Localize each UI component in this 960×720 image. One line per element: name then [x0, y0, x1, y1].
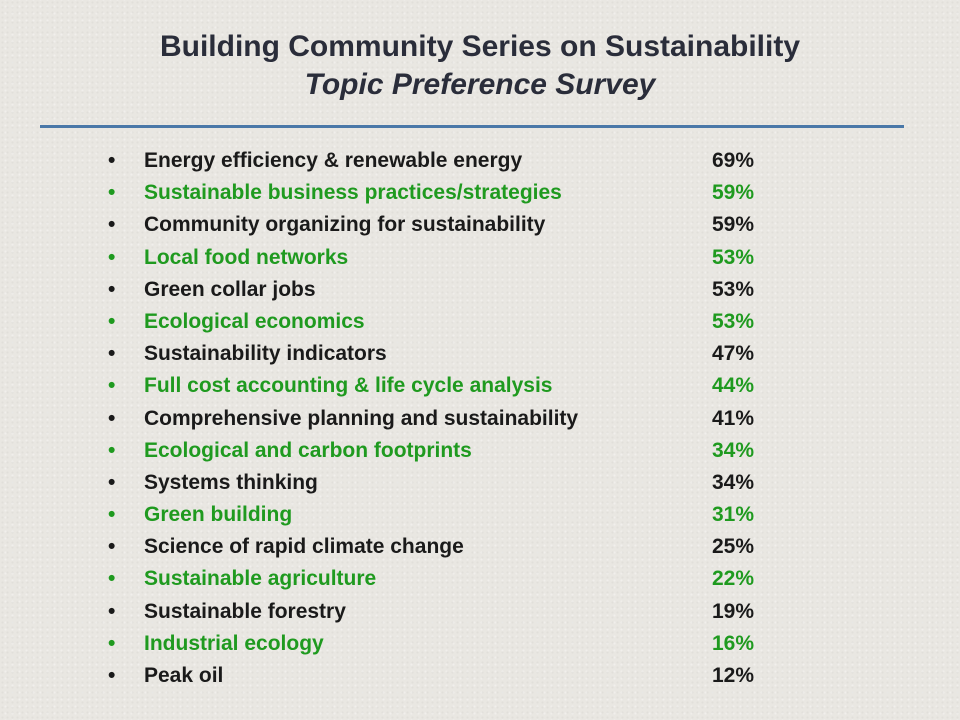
topic-label: Sustainable agriculture	[144, 567, 377, 591]
topic-label: Full cost accounting & life cycle analys…	[144, 374, 553, 398]
topic-label: Peak oil	[144, 664, 224, 687]
topic-percent: 16%	[712, 631, 755, 655]
topic-percent: 41%	[712, 406, 755, 430]
topic-label: Comprehensive planning and sustainabilit…	[144, 406, 579, 430]
bullet-icon: •	[108, 406, 116, 430]
topic-label: Community organizing for sustainability	[144, 213, 546, 237]
topic-label: Ecological and carbon footprints	[144, 438, 472, 462]
topic-percent: 59%	[712, 213, 755, 237]
bullet-icon: •	[108, 277, 116, 301]
bullet-icon: •	[108, 309, 116, 333]
topic-percent: 53%	[712, 245, 755, 269]
topic-label: Systems thinking	[144, 470, 318, 494]
topic-percent: 31%	[712, 503, 755, 527]
topic-percent: 19%	[712, 599, 755, 623]
topic-percent: 22%	[712, 567, 755, 591]
topic-percent: 25%	[712, 535, 755, 559]
bullet-icon: •	[108, 599, 116, 623]
bullet-icon: •	[108, 438, 116, 462]
bullet-icon: •	[108, 149, 116, 172]
topic-label: Ecological economics	[144, 309, 365, 333]
title-divider	[40, 125, 904, 128]
bullet-icon: •	[108, 470, 116, 494]
topic-percent: 53%	[712, 309, 755, 333]
topic-percent: 12%	[712, 664, 755, 687]
topic-label: Science of rapid climate change	[144, 535, 464, 559]
bullet-icon: •	[108, 631, 116, 655]
bullet-icon: •	[108, 374, 116, 398]
topic-label: Energy efficiency & renewable energy	[144, 149, 523, 172]
bullet-icon: •	[108, 535, 116, 559]
topic-percent: 34%	[712, 470, 755, 494]
topic-percent: 34%	[712, 438, 755, 462]
title-subtitle: Topic Preference Survey	[304, 68, 656, 101]
topic-label: Green building	[144, 503, 293, 527]
topic-percent: 53%	[712, 277, 755, 301]
topic-percent: 44%	[712, 374, 755, 398]
bullet-icon: •	[108, 181, 116, 205]
topic-label: Industrial ecology	[144, 631, 324, 655]
title-main: Building Community Series on Sustainabil…	[159, 30, 801, 63]
topic-label: Sustainability indicators	[144, 342, 387, 366]
slide-title: Building Community Series on Sustainabil…	[0, 28, 960, 104]
bullet-icon: •	[108, 342, 116, 366]
topic-label: Local food networks	[144, 245, 349, 269]
topic-percent: 47%	[712, 342, 755, 366]
topic-label: Sustainable business practices/strategie…	[144, 181, 562, 205]
topic-label: Sustainable forestry	[144, 599, 346, 623]
topic-percent: 69%	[712, 149, 755, 172]
bullet-icon: •	[108, 213, 116, 237]
topic-label: Green collar jobs	[144, 277, 316, 301]
bullet-icon: •	[108, 503, 116, 527]
bullet-icon: •	[108, 567, 116, 591]
bullet-icon: •	[108, 245, 116, 269]
bullet-icon: •	[108, 664, 116, 687]
topic-percent: 59%	[712, 181, 755, 205]
